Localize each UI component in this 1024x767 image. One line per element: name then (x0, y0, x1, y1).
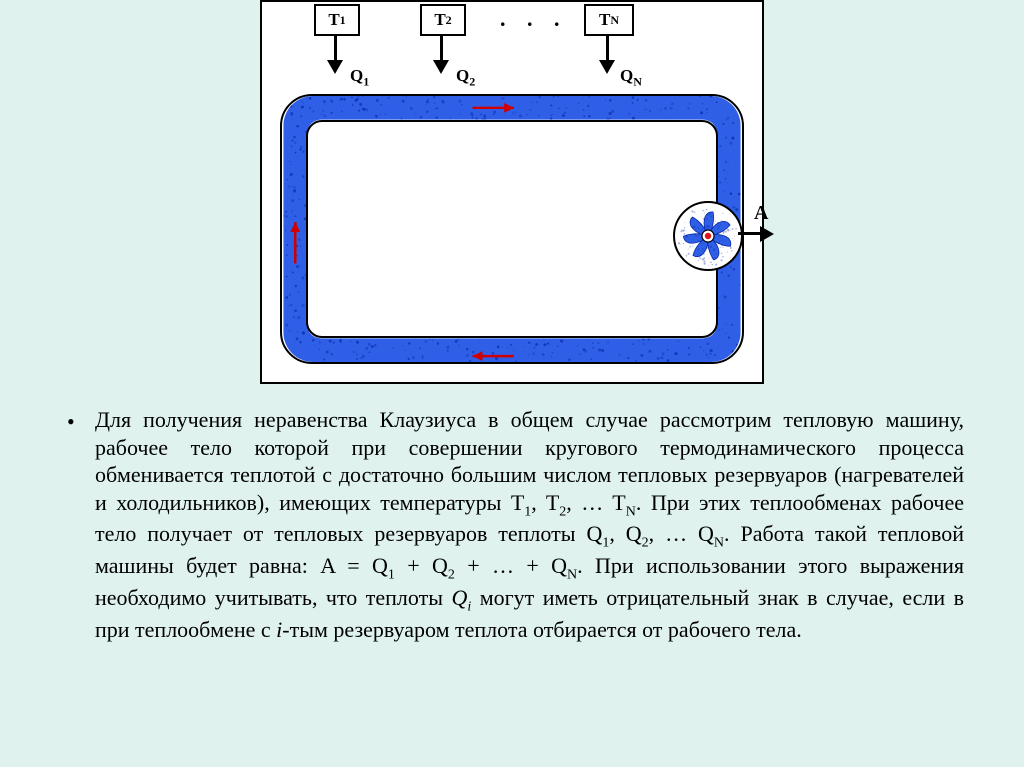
heat-arrow-head-icon (599, 60, 615, 74)
reservoir-box: TN (584, 4, 634, 36)
heat-arrow-head-icon (327, 60, 343, 74)
bullet-icon: • (67, 408, 75, 436)
reservoir-box: T1 (314, 4, 360, 36)
heat-arrow-stem (606, 36, 609, 60)
turbine-icon (673, 201, 743, 271)
heat-arrow-stem (334, 36, 337, 60)
reservoir-box: T2 (420, 4, 466, 36)
heat-label: Q1 (350, 66, 369, 89)
heat-label: Q2 (456, 66, 475, 89)
paragraph-text: Для получения неравенства Клаузиуса в об… (95, 407, 964, 642)
heat-engine-diagram: T1Q1T2Q2TNQN. . .A (260, 0, 764, 384)
work-arrow-head-icon (760, 226, 774, 242)
heat-arrow-head-icon (433, 60, 449, 74)
work-label: A (754, 202, 768, 225)
ellipsis: . . . (500, 6, 568, 32)
loop-inner (306, 120, 718, 338)
figure-container: T1 Q1 T2 Q2 TN QN . . . A (0, 0, 1024, 384)
paragraph: • Для получения неравенства Клаузиуса в … (95, 406, 964, 644)
heat-arrow-stem (440, 36, 443, 60)
work-arrow-stem (738, 232, 760, 235)
slide: T1 Q1 T2 Q2 TN QN . . . A • Для получения нерав… (0, 0, 1024, 767)
heat-label: QN (620, 66, 642, 89)
